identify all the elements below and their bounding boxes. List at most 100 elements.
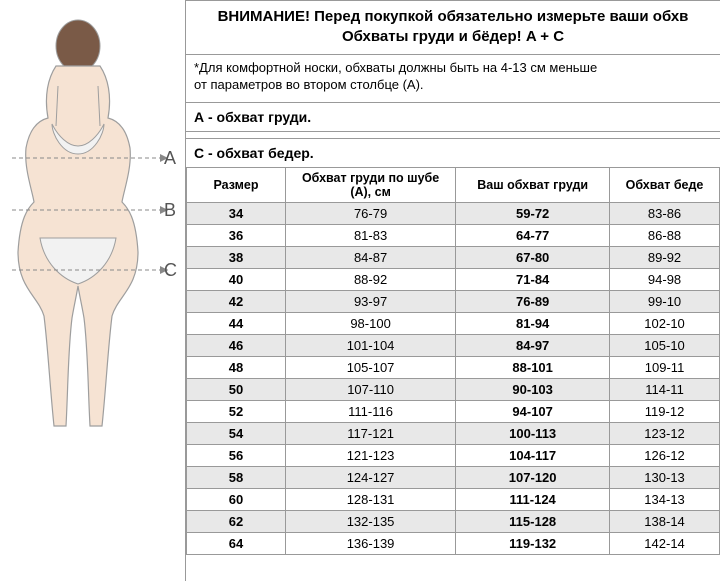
cell-your-a: 67-80	[456, 247, 610, 269]
cell-c: 123-12	[610, 423, 720, 445]
table-row: 48105-10788-101109-11	[187, 357, 720, 379]
table-row: 3884-8767-8089-92	[187, 247, 720, 269]
section-c-title: С - обхват бедер.	[186, 138, 720, 167]
body-figure	[0, 18, 180, 438]
cell-your-a: 111-124	[456, 489, 610, 511]
cell-a: 84-87	[285, 247, 455, 269]
cell-a: 124-127	[285, 467, 455, 489]
header-block: ВНИМАНИЕ! Перед покупкой обязательно изм…	[186, 0, 720, 55]
cell-your-a: 64-77	[456, 225, 610, 247]
table-row: 56121-123104-117126-12	[187, 445, 720, 467]
cell-your-a: 59-72	[456, 203, 610, 225]
table-row: 58124-127107-120130-13	[187, 467, 720, 489]
col-c-header: Обхват беде	[610, 167, 720, 203]
cell-c: 99-10	[610, 291, 720, 313]
label-b: B	[164, 200, 176, 221]
cell-your-a: 71-84	[456, 269, 610, 291]
figure-column: A B C	[0, 0, 185, 581]
cell-your-a: 88-101	[456, 357, 610, 379]
cell-size: 62	[187, 511, 286, 533]
table-row: 62132-135115-128138-14	[187, 511, 720, 533]
cell-c: 86-88	[610, 225, 720, 247]
cell-size: 46	[187, 335, 286, 357]
table-row: 3681-8364-7786-88	[187, 225, 720, 247]
cell-a: 121-123	[285, 445, 455, 467]
cell-a: 98-100	[285, 313, 455, 335]
table-row: 3476-7959-7283-86	[187, 203, 720, 225]
cell-your-a: 100-113	[456, 423, 610, 445]
table-row: 60128-131111-124134-13	[187, 489, 720, 511]
cell-your-a: 104-117	[456, 445, 610, 467]
cell-size: 60	[187, 489, 286, 511]
cell-size: 42	[187, 291, 286, 313]
table-row: 4498-10081-94102-10	[187, 313, 720, 335]
cell-c: 134-13	[610, 489, 720, 511]
cell-c: 138-14	[610, 511, 720, 533]
label-c: C	[164, 260, 177, 281]
col-your-a-header: Ваш обхват груди	[456, 167, 610, 203]
header-line1: ВНИМАНИЕ! Перед покупкой обязательно изм…	[194, 7, 712, 27]
cell-a: 111-116	[285, 401, 455, 423]
cell-your-a: 90-103	[456, 379, 610, 401]
header-line2: Обхваты груди и бёдер! A + C	[194, 27, 712, 47]
cell-a: 128-131	[285, 489, 455, 511]
cell-a: 76-79	[285, 203, 455, 225]
page-container: A B C ВНИМАНИЕ! Перед покупкой обязатель…	[0, 0, 720, 581]
cell-a: 93-97	[285, 291, 455, 313]
cell-your-a: 76-89	[456, 291, 610, 313]
cell-c: 94-98	[610, 269, 720, 291]
cell-size: 58	[187, 467, 286, 489]
cell-a: 105-107	[285, 357, 455, 379]
table-row: 52111-11694-107119-12	[187, 401, 720, 423]
cell-c: 105-10	[610, 335, 720, 357]
cell-size: 56	[187, 445, 286, 467]
cell-a: 81-83	[285, 225, 455, 247]
note-line1: *Для комфортной носки, обхваты должны бы…	[194, 59, 712, 77]
note-line2: от параметров во втором столбце (А).	[194, 76, 712, 94]
cell-a: 88-92	[285, 269, 455, 291]
cell-size: 34	[187, 203, 286, 225]
cell-c: 83-86	[610, 203, 720, 225]
cell-size: 40	[187, 269, 286, 291]
table-row: 64136-139119-132142-14	[187, 533, 720, 555]
cell-c: 114-11	[610, 379, 720, 401]
cell-your-a: 94-107	[456, 401, 610, 423]
size-table: Размер Обхват груди по шубе (А), см Ваш …	[186, 167, 720, 556]
table-header-row: Размер Обхват груди по шубе (А), см Ваш …	[187, 167, 720, 203]
cell-a: 101-104	[285, 335, 455, 357]
cell-a: 132-135	[285, 511, 455, 533]
cell-c: 126-12	[610, 445, 720, 467]
col-size-header: Размер	[187, 167, 286, 203]
cell-size: 36	[187, 225, 286, 247]
cell-your-a: 115-128	[456, 511, 610, 533]
cell-c: 130-13	[610, 467, 720, 489]
cell-size: 54	[187, 423, 286, 445]
content-column: ВНИМАНИЕ! Перед покупкой обязательно изм…	[185, 0, 720, 581]
cell-a: 136-139	[285, 533, 455, 555]
table-row: 4088-9271-8494-98	[187, 269, 720, 291]
table-row: 46101-10484-97105-10	[187, 335, 720, 357]
cell-c: 102-10	[610, 313, 720, 335]
col-a-header: Обхват груди по шубе (А), см	[285, 167, 455, 203]
cell-c: 109-11	[610, 357, 720, 379]
cell-c: 142-14	[610, 533, 720, 555]
label-a: A	[164, 148, 176, 169]
cell-size: 52	[187, 401, 286, 423]
table-row: 50107-11090-103114-11	[187, 379, 720, 401]
cell-size: 64	[187, 533, 286, 555]
cell-c: 119-12	[610, 401, 720, 423]
cell-a: 107-110	[285, 379, 455, 401]
cell-size: 44	[187, 313, 286, 335]
cell-size: 48	[187, 357, 286, 379]
cell-a: 117-121	[285, 423, 455, 445]
cell-size: 50	[187, 379, 286, 401]
table-row: 4293-9776-8999-10	[187, 291, 720, 313]
cell-your-a: 107-120	[456, 467, 610, 489]
cell-your-a: 81-94	[456, 313, 610, 335]
cell-your-a: 84-97	[456, 335, 610, 357]
note-block: *Для комфортной носки, обхваты должны бы…	[186, 55, 720, 102]
cell-c: 89-92	[610, 247, 720, 269]
cell-size: 38	[187, 247, 286, 269]
cell-your-a: 119-132	[456, 533, 610, 555]
table-row: 54117-121100-113123-12	[187, 423, 720, 445]
